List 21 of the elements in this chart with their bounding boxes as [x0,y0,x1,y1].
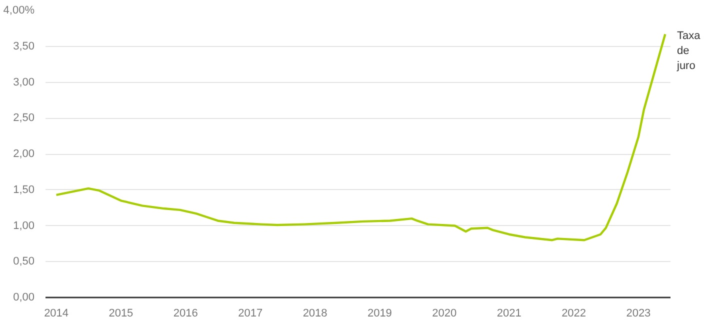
x-tick-label: 2019 [367,308,392,320]
y-tick-label: 2,50 [13,112,35,124]
y-tick-label: 1,50 [13,184,35,196]
x-tick-label: 2021 [496,308,522,320]
y-tick-label: 2,00 [13,148,35,160]
x-tick-label: 2023 [626,308,651,320]
x-tick-label: 2017 [238,308,263,320]
x-tick-label: 2018 [302,308,328,320]
x-tick-label: 2020 [432,308,457,320]
series-label: Taxa de juro [677,29,700,74]
y-tick-label: 1,00 [13,220,35,232]
line-series [55,33,666,242]
y-tick-label: 3,50 [13,40,35,52]
y-tick-label: 0,00 [13,292,35,304]
x-tick-label: 2016 [173,308,198,320]
x-tick-label: 2022 [562,308,586,320]
y-tick-label: 3,00 [13,76,35,88]
x-tick-label: 2014 [44,308,69,320]
y-tick-label: 4,00% [3,4,35,16]
x-tick-label: 2015 [108,308,134,320]
y-tick-label: 0,50 [13,256,35,268]
